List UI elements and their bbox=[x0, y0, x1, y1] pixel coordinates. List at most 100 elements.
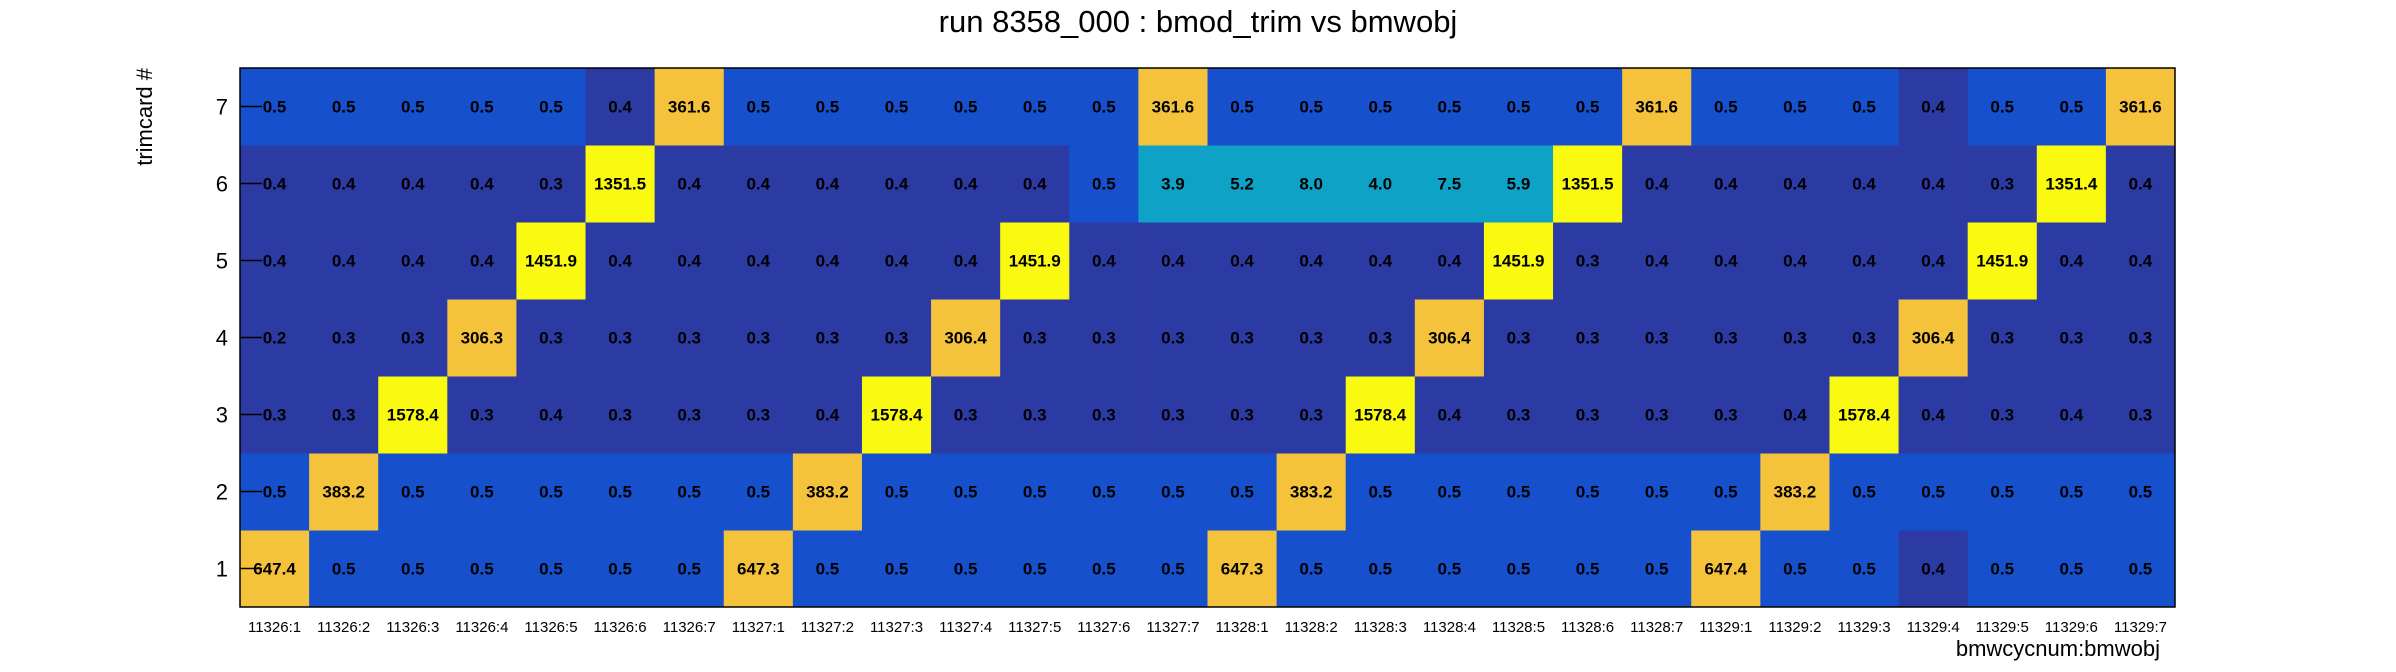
cell-value-label: 0.4 bbox=[539, 406, 563, 425]
cell-value-label: 0.3 bbox=[1161, 406, 1185, 425]
cell-value-label: 0.5 bbox=[332, 560, 356, 579]
heatmap-cell bbox=[1345, 376, 1416, 454]
x-tick-label: 11329:6 bbox=[2045, 619, 2098, 636]
cell-value-label: 0.3 bbox=[677, 329, 701, 348]
cell-value-label: 0.5 bbox=[1230, 483, 1254, 502]
heatmap-cell bbox=[1760, 68, 1830, 146]
heatmap-cell bbox=[1000, 530, 1070, 608]
cell-value-label: 0.5 bbox=[1852, 483, 1876, 502]
cell-value-label: 0.4 bbox=[954, 252, 978, 271]
heatmap-cell bbox=[1207, 530, 1278, 608]
cell-value-label: 0.5 bbox=[1645, 483, 1669, 502]
x-tick-label: 11328:1 bbox=[1215, 619, 1268, 636]
cell-value-label: 0.3 bbox=[885, 329, 909, 348]
cell-value-label: 0.5 bbox=[1023, 560, 1047, 579]
x-tick-label: 11328:5 bbox=[1492, 619, 1545, 636]
cell-value-label: 0.4 bbox=[2129, 175, 2153, 194]
heatmap-cell bbox=[378, 453, 448, 531]
cell-value-label: 0.5 bbox=[263, 483, 287, 502]
cell-value-label: 0.3 bbox=[1507, 406, 1531, 425]
heatmap-cell bbox=[1345, 299, 1416, 377]
cell-value-label: 0.3 bbox=[1990, 175, 2014, 194]
heatmap-cell bbox=[1829, 376, 1900, 454]
heatmap-cell bbox=[861, 530, 932, 608]
heatmap-cell bbox=[1691, 530, 1761, 608]
cell-value-label: 0.5 bbox=[816, 98, 840, 117]
cell-value-label: 0.3 bbox=[1576, 406, 1600, 425]
x-tick-label: 11326:7 bbox=[663, 619, 716, 636]
cell-value-label: 0.3 bbox=[263, 406, 287, 425]
x-tick-label: 11328:7 bbox=[1630, 619, 1683, 636]
cell-value-label: 0.4 bbox=[885, 252, 909, 271]
cell-value-label: 0.4 bbox=[1714, 252, 1738, 271]
heatmap-cell bbox=[1138, 222, 1208, 300]
cell-value-label: 0.5 bbox=[1990, 560, 2014, 579]
heatmap-cell bbox=[792, 299, 863, 377]
cell-value-label: 0.3 bbox=[332, 329, 356, 348]
heatmap-cell bbox=[1967, 222, 2038, 300]
heatmap-cell bbox=[1898, 145, 1969, 223]
heatmap-cell bbox=[1345, 530, 1416, 608]
heatmap-cell bbox=[1967, 376, 2038, 454]
cell-value-label: 0.5 bbox=[1438, 483, 1462, 502]
cell-value-label: 0.5 bbox=[539, 483, 563, 502]
heatmap-cell bbox=[1276, 453, 1347, 531]
heatmap-cell bbox=[309, 376, 379, 454]
cell-value-label: 0.3 bbox=[1714, 329, 1738, 348]
cell-value-label: 0.5 bbox=[1023, 483, 1047, 502]
heatmap-cell bbox=[1553, 376, 1623, 454]
heatmap-cell bbox=[2105, 299, 2176, 377]
heatmap-cell bbox=[1553, 222, 1623, 300]
cell-value-label: 0.4 bbox=[816, 252, 840, 271]
y-tick-label: 6 bbox=[216, 172, 228, 197]
heatmap-cell bbox=[1622, 68, 1692, 146]
heatmap-cell bbox=[1760, 453, 1830, 531]
heatmap-cell bbox=[1622, 222, 1692, 300]
x-tick-label: 11326:6 bbox=[594, 619, 647, 636]
heatmap-cell bbox=[516, 453, 587, 531]
heatmap-cell bbox=[1276, 145, 1347, 223]
cell-value-label: 0.4 bbox=[1921, 406, 1945, 425]
heatmap-cell bbox=[585, 453, 656, 531]
x-tick-label: 11327:5 bbox=[1008, 619, 1061, 636]
heatmap-cell bbox=[1829, 453, 1900, 531]
heatmap-cell bbox=[2036, 299, 2107, 377]
cell-value-label: 0.5 bbox=[332, 98, 356, 117]
heatmap-cell bbox=[1553, 68, 1623, 146]
heatmap-cell bbox=[654, 68, 725, 146]
heatmap-cell bbox=[447, 376, 517, 454]
heatmap-cell bbox=[1069, 145, 1139, 223]
heatmap-cell bbox=[1898, 68, 1969, 146]
heatmap-cell bbox=[654, 145, 725, 223]
heatmap-cell bbox=[1622, 299, 1692, 377]
cell-value-label: 1351.4 bbox=[2045, 175, 2098, 194]
heatmap-cell bbox=[1207, 453, 1278, 531]
heatmap-cell bbox=[2036, 145, 2107, 223]
cell-value-label: 0.5 bbox=[954, 560, 978, 579]
heatmap-cell bbox=[378, 68, 448, 146]
heatmap-cell bbox=[1138, 376, 1208, 454]
heatmap-cell bbox=[1691, 299, 1761, 377]
cell-value-label: 0.5 bbox=[1092, 175, 1116, 194]
heatmap-cell bbox=[1829, 299, 1900, 377]
cell-value-label: 0.3 bbox=[1990, 329, 2014, 348]
heatmap-cell bbox=[931, 376, 1001, 454]
cell-value-label: 0.3 bbox=[1645, 329, 1669, 348]
heatmap-cell bbox=[723, 299, 794, 377]
cell-value-label: 0.3 bbox=[1852, 329, 1876, 348]
cell-value-label: 0.5 bbox=[1507, 560, 1531, 579]
heatmap-cell bbox=[1069, 68, 1139, 146]
heatmap-cell bbox=[1069, 222, 1139, 300]
heatmap-cell bbox=[1898, 299, 1969, 377]
cell-value-label: 0.5 bbox=[954, 98, 978, 117]
cell-value-label: 0.4 bbox=[2060, 252, 2084, 271]
cell-value-label: 0.5 bbox=[885, 98, 909, 117]
cell-value-label: 0.4 bbox=[608, 98, 632, 117]
heatmap-cell bbox=[447, 530, 517, 608]
cell-value-label: 0.3 bbox=[1645, 406, 1669, 425]
cell-value-label: 0.4 bbox=[470, 175, 494, 194]
cell-value-label: 0.3 bbox=[539, 175, 563, 194]
cell-value-label: 0.4 bbox=[1783, 252, 1807, 271]
heatmap-cell bbox=[723, 453, 794, 531]
heatmap-cell bbox=[309, 68, 379, 146]
